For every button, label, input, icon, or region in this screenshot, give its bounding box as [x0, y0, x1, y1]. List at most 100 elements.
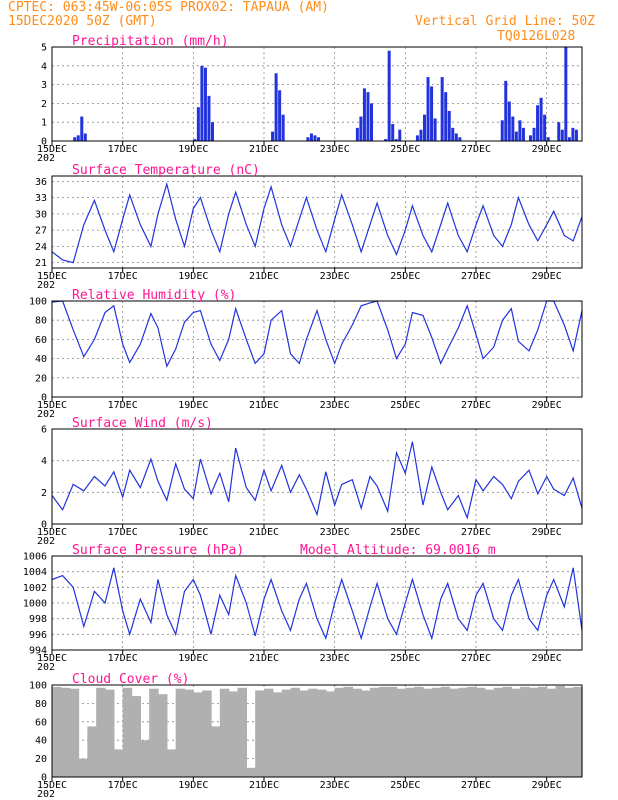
panel-title: Surface Wind (m/s)	[72, 416, 213, 431]
precip-bar	[426, 77, 430, 141]
panel-1: 15DEC 17DEC 19DEC 21DEC 23DEC 25DEC 27DEC 29DEC…	[35, 163, 583, 291]
cloud-bar	[467, 686, 477, 777]
panel-title: Surface Temperature (nC)	[72, 163, 260, 178]
plot-frame	[51, 555, 583, 651]
cloud-bar	[211, 726, 221, 777]
precip-bar	[458, 137, 462, 141]
precip-bar	[76, 135, 80, 141]
x-tick-label: 19DEC	[178, 400, 208, 411]
precip-bar	[511, 116, 515, 141]
x-tick-label: 27DEC	[461, 780, 491, 791]
cloud-bar	[405, 687, 415, 777]
precip-bar	[546, 137, 550, 141]
cloud-bar	[511, 688, 521, 777]
x-year-label: 202	[37, 662, 55, 673]
precip-bar	[384, 139, 388, 141]
cloud-bar	[175, 688, 186, 777]
precip-bar	[500, 120, 504, 141]
precip-bar	[560, 129, 564, 141]
cloud-bar	[184, 689, 194, 777]
y-tick-label: 4	[41, 61, 47, 72]
series-line	[51, 300, 583, 369]
header-line1: CPTEC: 063:45W-06:05S PROX02: TAPAUA (AM…	[8, 0, 329, 15]
y-tick-label: 0	[41, 393, 47, 404]
cloud-bar	[246, 767, 256, 777]
cloud-bar	[370, 687, 380, 777]
series-line	[51, 441, 583, 520]
x-tick-label: 15DEC	[37, 400, 67, 411]
precip-bar	[557, 122, 561, 141]
x-tick-label: 15DEC	[37, 780, 67, 791]
x-tick-label: 17DEC	[108, 780, 138, 791]
x-tick-label: 29DEC	[532, 653, 562, 664]
x-tick-label: 27DEC	[461, 144, 491, 155]
x-tick-label: 27DEC	[461, 400, 491, 411]
panel-title: Relative Humidity (%)	[72, 288, 236, 303]
precip-bar	[355, 127, 359, 141]
cloud-bar	[255, 690, 265, 777]
y-tick-label: 3	[41, 80, 47, 91]
precip-bar	[447, 110, 451, 141]
x-tick-label: 19DEC	[178, 144, 208, 155]
precip-bar	[454, 133, 458, 141]
precip-bar	[567, 137, 571, 141]
x-tick-label: 15DEC	[37, 271, 67, 282]
cloud-bar	[202, 690, 212, 777]
cloud-bar	[423, 688, 433, 777]
cloud-bar	[299, 690, 309, 777]
cloud-bar	[131, 696, 141, 777]
x-tick-label: 25DEC	[390, 780, 420, 791]
cloud-bar	[96, 687, 106, 777]
cloud-bar	[317, 689, 327, 777]
panel-title: Surface Pressure (hPa)	[72, 543, 244, 558]
y-tick-label: 1	[41, 118, 47, 129]
precip-bar	[539, 97, 543, 141]
cloud-bar	[272, 692, 283, 777]
cloud-bar	[440, 686, 451, 777]
panel-2: 15DEC 17DEC 19DEC 21DEC 23DEC 25DEC 27DEC 29DEC…	[29, 288, 583, 420]
x-tick-label: 25DEC	[390, 653, 420, 664]
cloud-bar	[308, 688, 318, 777]
precip-bar	[391, 124, 395, 141]
y-tick-label: 0	[41, 520, 47, 531]
x-tick-label: 21DEC	[249, 780, 279, 791]
x-tick-label: 21DEC	[249, 271, 279, 282]
y-tick-label: 1004	[23, 567, 47, 578]
y-tick-label: 60	[35, 717, 47, 728]
precip-bar	[532, 127, 536, 141]
x-tick-label: 23DEC	[320, 653, 350, 664]
cloud-bar	[458, 687, 468, 777]
cloud-bar	[396, 688, 406, 777]
precip-bar	[80, 116, 84, 141]
precip-bar	[313, 135, 317, 141]
y-tick-label: 27	[35, 226, 47, 237]
y-tick-label: 40	[35, 354, 47, 365]
cloud-bar	[105, 689, 115, 777]
x-tick-label: 15DEC	[37, 653, 67, 664]
precip-bar	[370, 103, 373, 141]
x-tick-label: 17DEC	[108, 271, 138, 282]
x-tick-label: 19DEC	[178, 527, 208, 538]
precip-bar	[362, 88, 366, 141]
precip-bar	[211, 122, 214, 141]
x-tick-label: 29DEC	[532, 400, 562, 411]
cloud-bar	[573, 686, 583, 777]
precip-bar	[536, 105, 540, 141]
precip-bar	[440, 77, 444, 141]
precip-bar	[196, 107, 200, 141]
precip-bar	[514, 131, 518, 141]
precip-bar	[529, 135, 532, 141]
x-year-label: 202	[37, 280, 55, 291]
y-tick-label: 40	[35, 736, 47, 747]
cloud-bar	[493, 687, 504, 777]
y-tick-label: 0	[41, 137, 47, 148]
plot-frame	[51, 46, 583, 142]
plot-frame	[51, 175, 583, 269]
precip-bar	[387, 50, 391, 142]
cloud-bar	[564, 687, 574, 777]
precip-bar	[281, 114, 285, 141]
precip-bar	[317, 137, 320, 141]
precip-bar	[203, 67, 207, 141]
x-year-label: 202	[37, 153, 55, 164]
panel-4: 15DEC 17DEC 19DEC 21DEC 23DEC 25DEC 27DEC 29DEC…	[23, 543, 583, 673]
